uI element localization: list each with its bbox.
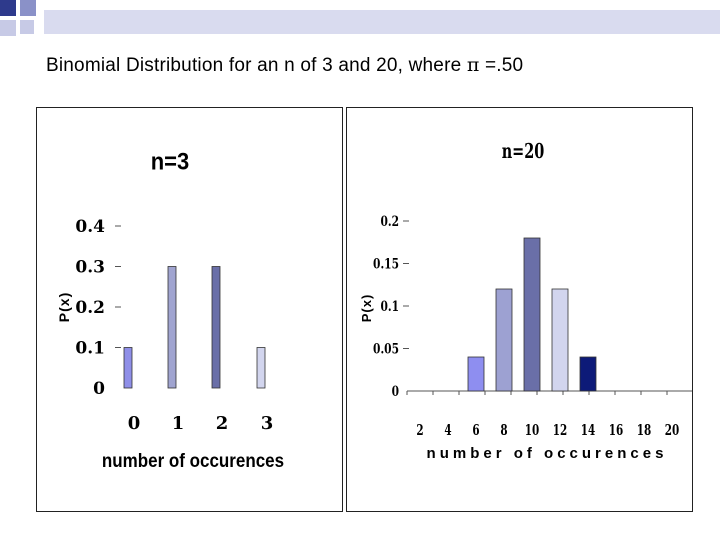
x-tick-label: 16: [609, 422, 623, 439]
x-tick-label: 18: [637, 422, 651, 439]
bar: [579, 356, 597, 392]
x-tick-label: 20: [665, 422, 679, 439]
decoration-bar: [44, 10, 720, 34]
decoration-square-dark: [0, 0, 16, 16]
decoration-square-mid: [20, 0, 36, 16]
page-title-text: Binomial Distribution for an n of 3 and …: [46, 55, 462, 76]
chart-n3: n=3 P(x) 0 0.1 0.2 0.3 0.4 0 1 2 3 number of occure…: [56, 148, 284, 472]
x-axis-label: number of occurences: [427, 445, 668, 462]
x-tick-label: 6: [472, 422, 479, 439]
bar: [551, 288, 569, 392]
y-tick-label: 0.1: [75, 339, 105, 359]
decoration-square-light: [20, 20, 34, 34]
chart-title: n=3: [151, 148, 190, 175]
x-tick-label: 4: [444, 422, 451, 439]
y-tick-label: 0.15: [373, 255, 399, 272]
y-tick-label: 0.2: [380, 212, 399, 229]
x-tick-label: 10: [525, 422, 539, 439]
y-tick-label: 0.05: [373, 340, 399, 357]
x-tick-label: 8: [500, 422, 507, 439]
chart-n20: n=20 P(x) 0 0.05 0.1 0.15 0.2 2 4 6 8 10 12 14 16 18 20 n…: [359, 139, 692, 462]
bar: [256, 347, 266, 389]
x-tick-label: 1: [172, 413, 185, 434]
y-axis-label: P(x): [56, 292, 72, 322]
chart-panel-n3: n=3 P(x) 0 0.1 0.2 0.3 0.4 0 1 2 3 number of occure…: [36, 107, 343, 512]
pi-symbol: π: [466, 54, 480, 76]
y-tick-label: 0.1: [380, 297, 399, 314]
x-tick-label: 3: [261, 413, 274, 434]
y-tick-label: 0.3: [75, 258, 105, 278]
bar: [123, 347, 133, 389]
x-axis-label: number of occurences: [102, 449, 284, 471]
y-tick-label: 0: [392, 382, 400, 399]
bar: [495, 288, 513, 392]
page-title: Binomial Distribution for an n of 3 and …: [46, 54, 523, 77]
x-tick-label: 2: [216, 413, 229, 434]
x-tick-label: 0: [128, 413, 141, 434]
y-tick-label: 0.2: [75, 298, 105, 318]
x-tick-label: 14: [581, 422, 595, 439]
x-tick-label: 2: [416, 422, 423, 439]
bar: [523, 237, 541, 392]
title-decoration: [0, 0, 720, 48]
decoration-square-light: [0, 20, 16, 36]
chart-panel-n20: n=20 P(x) 0 0.05 0.1 0.15 0.2 2 4 6 8 10 12 14 16 18 20 n…: [346, 107, 693, 512]
chart-title: n=20: [502, 139, 545, 163]
x-tick-label: 12: [553, 422, 567, 439]
bar: [211, 266, 221, 389]
y-tick-label: 0.4: [75, 217, 105, 237]
bar: [167, 266, 177, 389]
y-axis-label: P(x): [359, 294, 374, 323]
page-title-end: =.50: [485, 55, 524, 76]
y-tick-label: 0: [93, 379, 105, 399]
bar: [467, 356, 485, 392]
